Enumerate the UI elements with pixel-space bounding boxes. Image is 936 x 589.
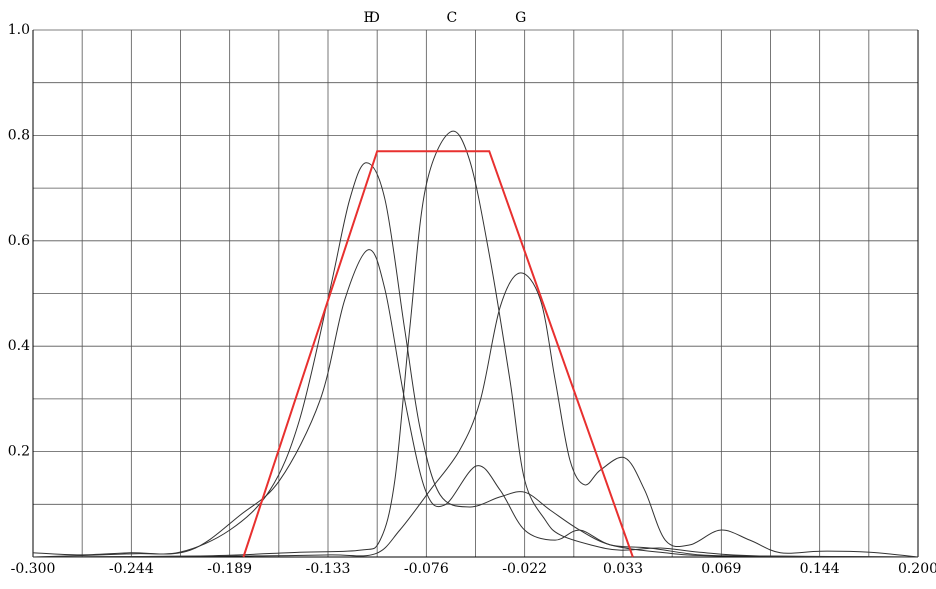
- series-line: [32, 130, 919, 558]
- x-tick-label: 0.069: [701, 561, 741, 577]
- series-line: [32, 272, 919, 558]
- x-tick-label: -0.300: [11, 561, 56, 577]
- y-tick-label: 0.4: [8, 338, 30, 354]
- annotation: G: [515, 10, 526, 26]
- y-tick-label: 0.2: [8, 444, 30, 460]
- series-line: [242, 150, 634, 558]
- annotation: F: [363, 10, 373, 26]
- annotation: D: [369, 10, 380, 26]
- x-tick-label: 0.200: [898, 561, 936, 577]
- x-tick-label: -0.189: [207, 561, 252, 577]
- x-tick-label: -0.076: [404, 561, 449, 577]
- y-tick-label: 1.0: [8, 22, 30, 38]
- annotation: C: [447, 10, 458, 26]
- y-tick-label: 0.6: [8, 233, 30, 249]
- y-tick-label: 0.8: [8, 127, 30, 143]
- x-tick-label: 0.033: [603, 561, 643, 577]
- x-tick-label: -0.244: [109, 561, 154, 577]
- series-line: [32, 249, 919, 558]
- x-tick-label: -0.133: [306, 561, 351, 577]
- x-tick-label: -0.022: [502, 561, 547, 577]
- x-tick-label: 0.144: [800, 561, 840, 577]
- series-line: [32, 162, 919, 558]
